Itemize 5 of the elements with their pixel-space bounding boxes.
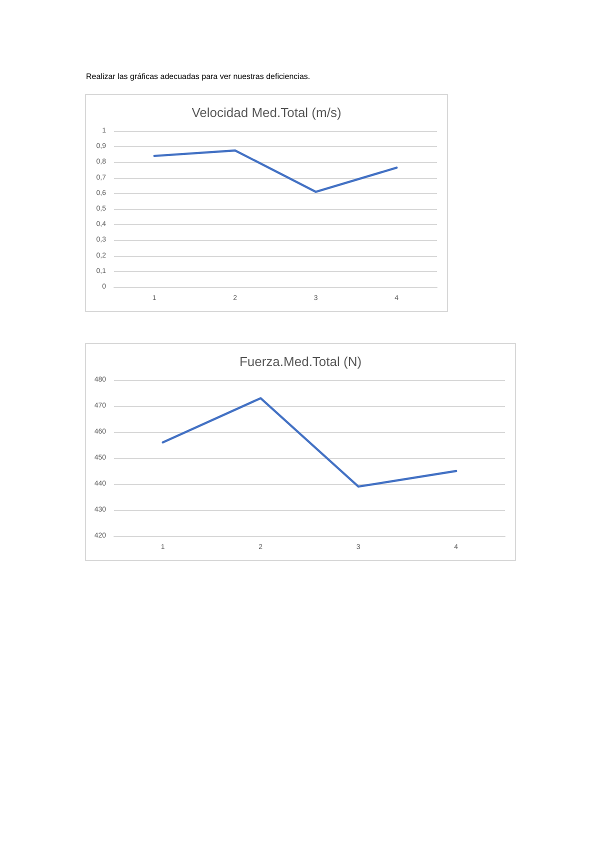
chart-title: Velocidad Med.Total (m/s) — [192, 105, 342, 120]
chart-title: Fuerza.Med.Total (N) — [239, 354, 362, 369]
text: Realizar las gráficas adecuadas para ver nuestras deficiencias. — [86, 72, 310, 81]
line-series — [162, 397, 458, 488]
line-series — [153, 149, 398, 193]
